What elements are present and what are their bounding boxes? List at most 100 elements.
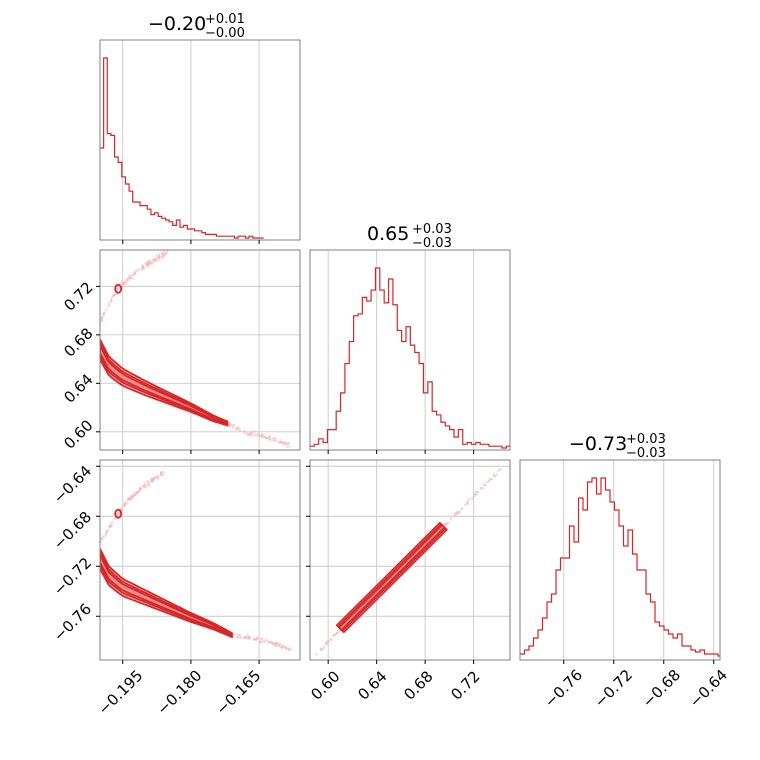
scatter-point bbox=[472, 495, 475, 498]
scatter-point bbox=[453, 514, 457, 517]
scatter-point bbox=[249, 432, 253, 436]
histogram-steps bbox=[520, 477, 720, 657]
scatter-point bbox=[133, 271, 137, 275]
scatter-point bbox=[157, 254, 160, 258]
scatter-point bbox=[144, 262, 148, 265]
scatter-point bbox=[263, 640, 266, 643]
x-tick-label: −0.72 bbox=[591, 666, 636, 711]
scatter-point bbox=[243, 636, 246, 639]
scatter-point bbox=[116, 513, 119, 516]
scatter-cloud bbox=[100, 250, 291, 448]
contour-layer bbox=[315, 467, 502, 656]
scatter-point bbox=[275, 439, 278, 443]
scatter-point bbox=[123, 283, 126, 286]
scatter-point bbox=[161, 257, 164, 260]
scatter-point bbox=[487, 479, 491, 482]
panel-frame bbox=[309, 249, 511, 451]
scatter-point bbox=[133, 491, 136, 495]
scatter-point bbox=[147, 263, 150, 266]
scatter-point bbox=[160, 252, 163, 255]
scatter-point bbox=[131, 274, 134, 277]
scatter-point bbox=[286, 445, 289, 448]
contour-level bbox=[100, 554, 233, 638]
scatter-point bbox=[470, 497, 474, 500]
scatter-point bbox=[135, 269, 138, 272]
scatter-point bbox=[329, 638, 333, 641]
scatter-point bbox=[131, 277, 134, 280]
scatter-point bbox=[260, 640, 263, 643]
y-tick-label: 0.60 bbox=[60, 416, 96, 452]
scatter-point bbox=[337, 630, 340, 633]
y-tick-label: −0.64 bbox=[50, 462, 95, 507]
contour-island bbox=[114, 283, 123, 294]
scatter-point bbox=[162, 254, 166, 257]
scatter-point bbox=[454, 511, 457, 515]
histogram-steps bbox=[310, 267, 510, 449]
histogram-steps bbox=[100, 57, 264, 239]
scatter-point bbox=[252, 434, 255, 437]
panel-frame bbox=[519, 459, 721, 661]
scatter-point bbox=[256, 432, 259, 436]
y-tick-label: 0.72 bbox=[60, 278, 96, 314]
scatter-point bbox=[279, 646, 282, 649]
scatter-point bbox=[461, 507, 464, 511]
scatter-point bbox=[232, 424, 235, 428]
contour-island bbox=[114, 508, 123, 519]
y-tick-label: −0.76 bbox=[50, 600, 95, 645]
scatter-point bbox=[130, 497, 134, 500]
scatter-point bbox=[235, 636, 238, 639]
scatter-point bbox=[275, 645, 278, 648]
panel-frame bbox=[99, 249, 301, 451]
x-tick-label: 0.68 bbox=[400, 667, 436, 703]
scatter-point bbox=[100, 317, 104, 321]
scatter-point bbox=[474, 490, 478, 493]
scatter-point bbox=[113, 517, 117, 521]
scatter-point bbox=[289, 648, 292, 651]
scatter-point bbox=[143, 266, 146, 269]
scatter-point bbox=[156, 474, 159, 477]
title-param-3: −0.73 bbox=[569, 433, 627, 455]
scatter-point bbox=[154, 259, 157, 262]
scatter-point bbox=[466, 502, 469, 505]
histogram-line bbox=[520, 477, 720, 657]
scatter-point bbox=[144, 486, 147, 489]
contour-level bbox=[338, 524, 446, 631]
x-tick-label: −0.68 bbox=[639, 666, 684, 711]
scatter-point bbox=[279, 438, 282, 442]
y-tick-labels-row-2: 0.60 0.64 0.68 0.72 bbox=[60, 278, 96, 452]
title-param-3-lower: −0.03 bbox=[626, 446, 666, 461]
scatter-point bbox=[120, 281, 123, 284]
scatter-point bbox=[122, 504, 125, 507]
scatter-point bbox=[476, 491, 479, 494]
scatter-point bbox=[116, 287, 119, 290]
scatter-point bbox=[335, 632, 338, 636]
scatter-point bbox=[236, 426, 239, 430]
scatter-point bbox=[333, 634, 336, 637]
scatter-point bbox=[444, 522, 448, 525]
scatter-point bbox=[271, 437, 274, 440]
scatter-point bbox=[273, 642, 276, 645]
scatter-point bbox=[237, 635, 240, 639]
panel-frame bbox=[99, 39, 301, 241]
x-tick-label: −0.180 bbox=[153, 666, 205, 718]
scatter-point bbox=[107, 303, 110, 307]
scatter-point bbox=[260, 434, 263, 438]
scatter-point bbox=[258, 640, 261, 643]
scatter-point bbox=[499, 467, 502, 471]
scatter-point bbox=[232, 633, 235, 636]
title-param-2-value: 0.65 bbox=[367, 223, 409, 245]
title-param-2-lower: −0.03 bbox=[412, 236, 452, 251]
scatter-point bbox=[102, 314, 105, 317]
scatter-point bbox=[483, 484, 487, 487]
scatter-point bbox=[141, 266, 144, 270]
scatter-point bbox=[285, 647, 288, 650]
scatter-point bbox=[327, 639, 330, 642]
scatter-point bbox=[165, 251, 169, 254]
scatter-point bbox=[155, 254, 158, 257]
scatter-point bbox=[464, 503, 467, 506]
scatter-point bbox=[139, 487, 142, 490]
scatter-point bbox=[271, 643, 274, 646]
title-param-3-upper: +0.03 bbox=[626, 432, 666, 447]
scatter-point bbox=[120, 283, 123, 286]
y-tick-label: 0.64 bbox=[60, 370, 96, 406]
